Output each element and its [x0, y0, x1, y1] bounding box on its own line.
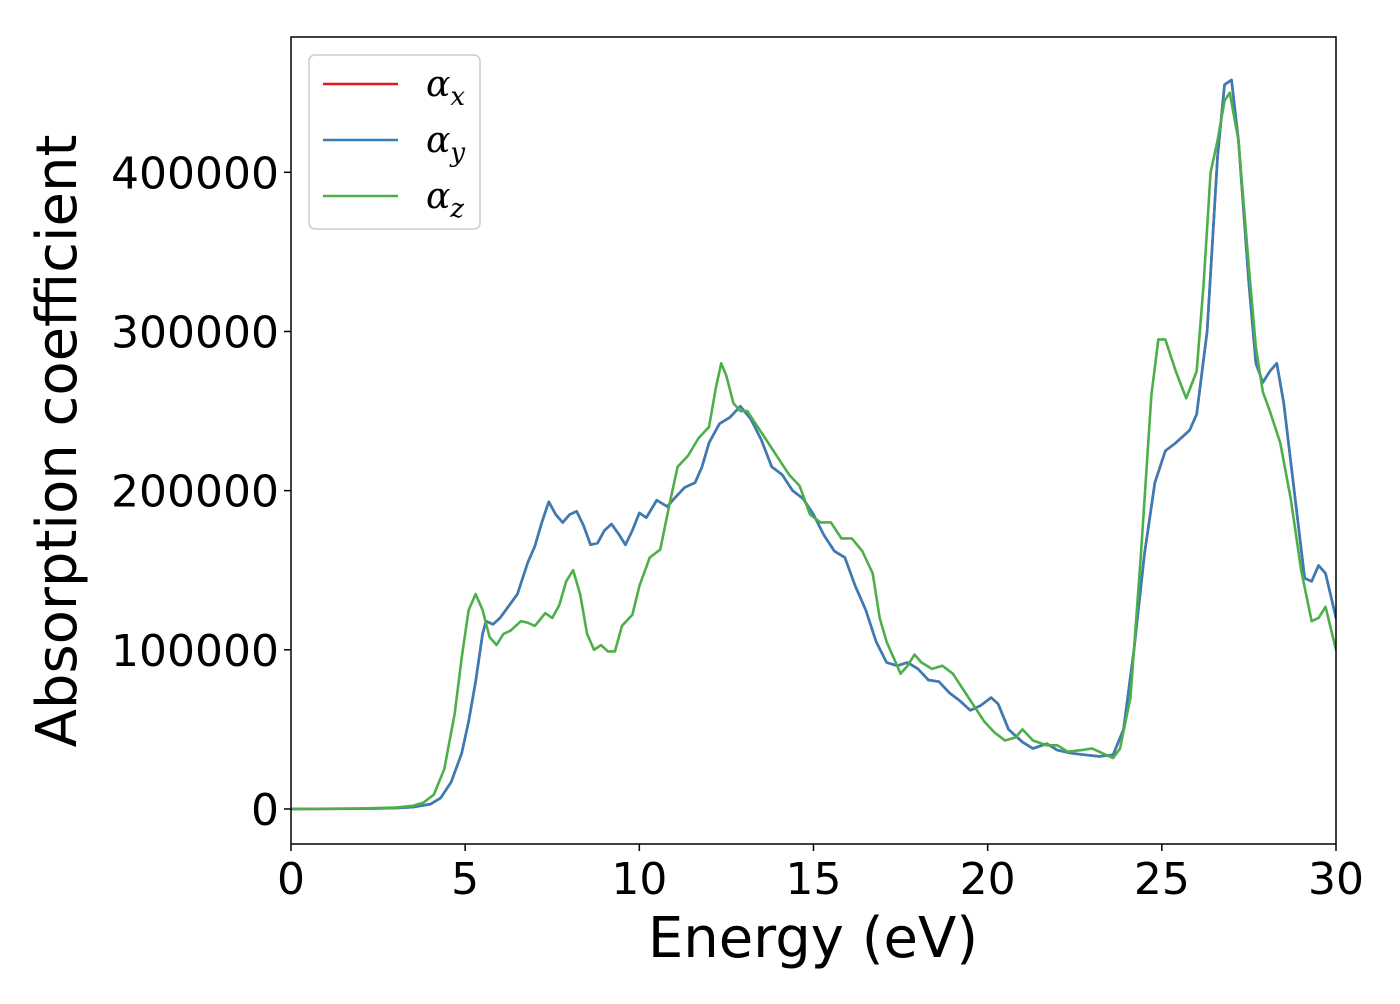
- y-tick-label: 200000: [111, 467, 279, 518]
- x-tick-label: 20: [960, 854, 1016, 905]
- x-tick-label: 5: [451, 854, 479, 905]
- series-layer: [291, 78, 1336, 811]
- series-line-alpha-y: [291, 78, 1336, 811]
- y-tick-label: 300000: [111, 307, 279, 358]
- legend-subscript: y: [449, 138, 465, 168]
- legend-subscript: z: [449, 194, 464, 224]
- y-tick-label: 0: [251, 785, 279, 836]
- legend-subscript: x: [450, 82, 465, 112]
- x-tick-label: 30: [1308, 854, 1364, 905]
- x-axis: 0 5 10 15 20 25 30: [277, 844, 1364, 905]
- x-axis-label: Energy (eV): [648, 906, 978, 971]
- legend-box: [308, 54, 481, 230]
- y-tick-label: 400000: [111, 148, 279, 199]
- y-tick-label: 100000: [111, 626, 279, 677]
- y-axis: 0 100000 200000 300000 400000: [111, 148, 291, 836]
- x-tick-label: 10: [611, 854, 667, 905]
- x-tick-label: 25: [1134, 854, 1190, 905]
- series-line-alpha-z: [291, 91, 1336, 811]
- legend-label-x: αx: [426, 64, 465, 112]
- y-axis-label: Absorption coefficient: [25, 135, 90, 748]
- legend-label-y: αy: [426, 120, 465, 168]
- x-tick-label: 15: [786, 854, 842, 905]
- x-tick-label: 0: [277, 854, 305, 905]
